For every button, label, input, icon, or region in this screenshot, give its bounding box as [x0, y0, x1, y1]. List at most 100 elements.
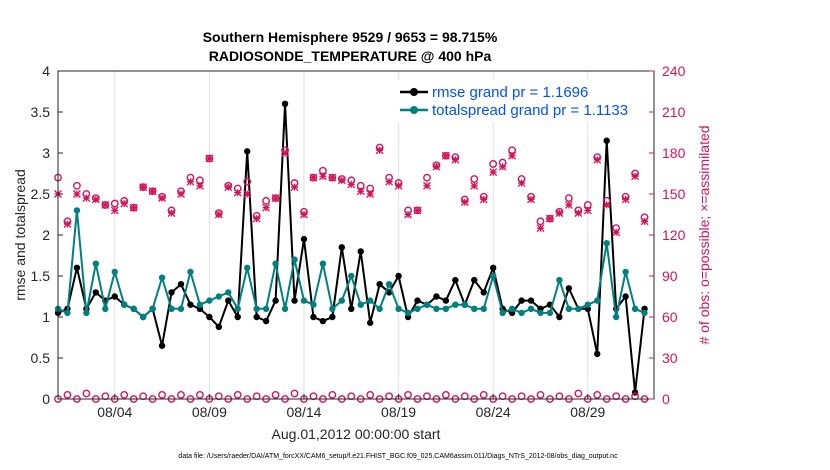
rmse-point [319, 317, 327, 325]
obs-assimilated-point [347, 180, 356, 189]
rmse-point [357, 248, 364, 255]
obs-assimilated-point [148, 187, 157, 196]
totalspread-point [575, 305, 582, 312]
obs-assimilated-point [451, 155, 460, 164]
obs-assimilated-point [290, 183, 299, 192]
rmse-point [300, 235, 308, 243]
totalspread-point [244, 264, 251, 271]
rmse-point [329, 313, 336, 321]
totalspread-point [584, 301, 591, 308]
obs-assimilated-point [309, 173, 318, 182]
totalspread-point [612, 313, 620, 321]
y-right-tick-label: 90 [662, 268, 678, 284]
rmse-point [206, 313, 213, 321]
totalspread-point [376, 305, 383, 312]
totalspread-point [565, 305, 573, 312]
totalspread-point [272, 260, 279, 267]
rmse-point [291, 297, 298, 304]
rmse-point [489, 264, 497, 271]
rmse-point [215, 323, 223, 331]
obs-assimilated-point [214, 210, 223, 219]
totalspread-point [366, 297, 374, 304]
x-tick-label: 08/04 [97, 404, 132, 420]
obs-assimilated-point [139, 183, 148, 192]
totalspread-point [187, 268, 194, 276]
y-tick-label: 3.5 [31, 104, 51, 120]
obs-assimilated-point [479, 195, 488, 204]
rmse-point [395, 272, 402, 280]
totalspread-point [300, 297, 308, 304]
y-axis-label-right: # of obs: o=possible; ×=assimilated [696, 125, 712, 344]
obs-assimilated-point [195, 181, 204, 190]
obs-assimilated-point [328, 173, 337, 182]
x-tick-label: 08/14 [286, 404, 321, 420]
obs-assimilated-point [72, 190, 81, 198]
obs-assimilated-point [404, 210, 412, 219]
obs-low-possible-point [63, 390, 72, 399]
totalspread-point [518, 309, 525, 317]
totalspread-point [433, 305, 440, 312]
chart-title: Southern Hemisphere 9529 / 9653 = 98.715… [203, 29, 498, 45]
totalspread-point [641, 309, 648, 317]
totalspread-point [537, 309, 544, 317]
obs-assimilated-point [233, 188, 242, 197]
totalspread-point [206, 297, 213, 304]
totalspread-point [73, 207, 81, 214]
totalspread-point [64, 309, 71, 317]
rmse-point [366, 319, 374, 326]
obs-assimilated-point [91, 195, 100, 204]
obs-possible-point [423, 173, 431, 182]
obs-assimilated-point [545, 214, 554, 223]
obs-assimilated-point [413, 206, 422, 215]
obs-low-possible-point [271, 390, 280, 399]
obs-assimilated-point [318, 172, 327, 181]
totalspread-point [385, 281, 393, 288]
obs-assimilated-point [252, 214, 261, 223]
y-right-tick-label: 30 [662, 350, 678, 366]
totalspread-point [291, 256, 298, 263]
rmse-point [594, 350, 601, 358]
totalspread-point [158, 274, 166, 281]
rmse-point [234, 313, 241, 321]
rmse-point [480, 289, 487, 296]
legend: rmse grand pr = 1.1696 totalspread grand… [397, 80, 647, 122]
obs-assimilated-point [300, 210, 308, 219]
obs-possible-point [262, 196, 271, 205]
totalspread-point [404, 309, 412, 317]
obs-assimilated-point [422, 181, 431, 190]
obs-assimilated-point [555, 209, 564, 218]
legend-spread-marker [410, 106, 418, 114]
obs-assimilated-point [224, 183, 233, 192]
obs-assimilated-point [243, 190, 252, 198]
obs-possible-point [536, 217, 545, 226]
obs-assimilated-point [120, 199, 129, 208]
obs-assimilated-point [366, 190, 375, 198]
rmse-point [111, 293, 118, 300]
rmse-point [527, 297, 535, 304]
obs-assimilated-point [489, 168, 498, 177]
totalspread-point [338, 297, 346, 304]
obs-low-possible-point [574, 389, 583, 398]
totalspread-point [121, 301, 128, 308]
totalspread-point [92, 260, 100, 267]
obs-assimilated-point [63, 220, 72, 229]
rmse-point [272, 297, 279, 304]
y-tick-label: 0.5 [31, 350, 51, 366]
obs-assimilated-point [460, 198, 469, 207]
legend-box [397, 80, 647, 122]
rmse-point [603, 137, 610, 144]
totalspread-line [57, 210, 645, 319]
totalspread-point [442, 305, 450, 312]
obs-assimilated-point [517, 179, 526, 188]
x-tick-label: 08/09 [192, 404, 227, 420]
obs-low-possible-point [233, 390, 242, 399]
totalspread-point [83, 309, 90, 317]
obs-assimilated-point [612, 228, 621, 237]
obs-low-possible-point [120, 390, 129, 399]
obs-low-possible-point [196, 390, 204, 399]
grid-lines [114, 71, 589, 399]
x-tick-label: 08/29 [570, 404, 605, 420]
rmse-point [225, 297, 232, 304]
obs-low-possible-point [82, 389, 91, 398]
